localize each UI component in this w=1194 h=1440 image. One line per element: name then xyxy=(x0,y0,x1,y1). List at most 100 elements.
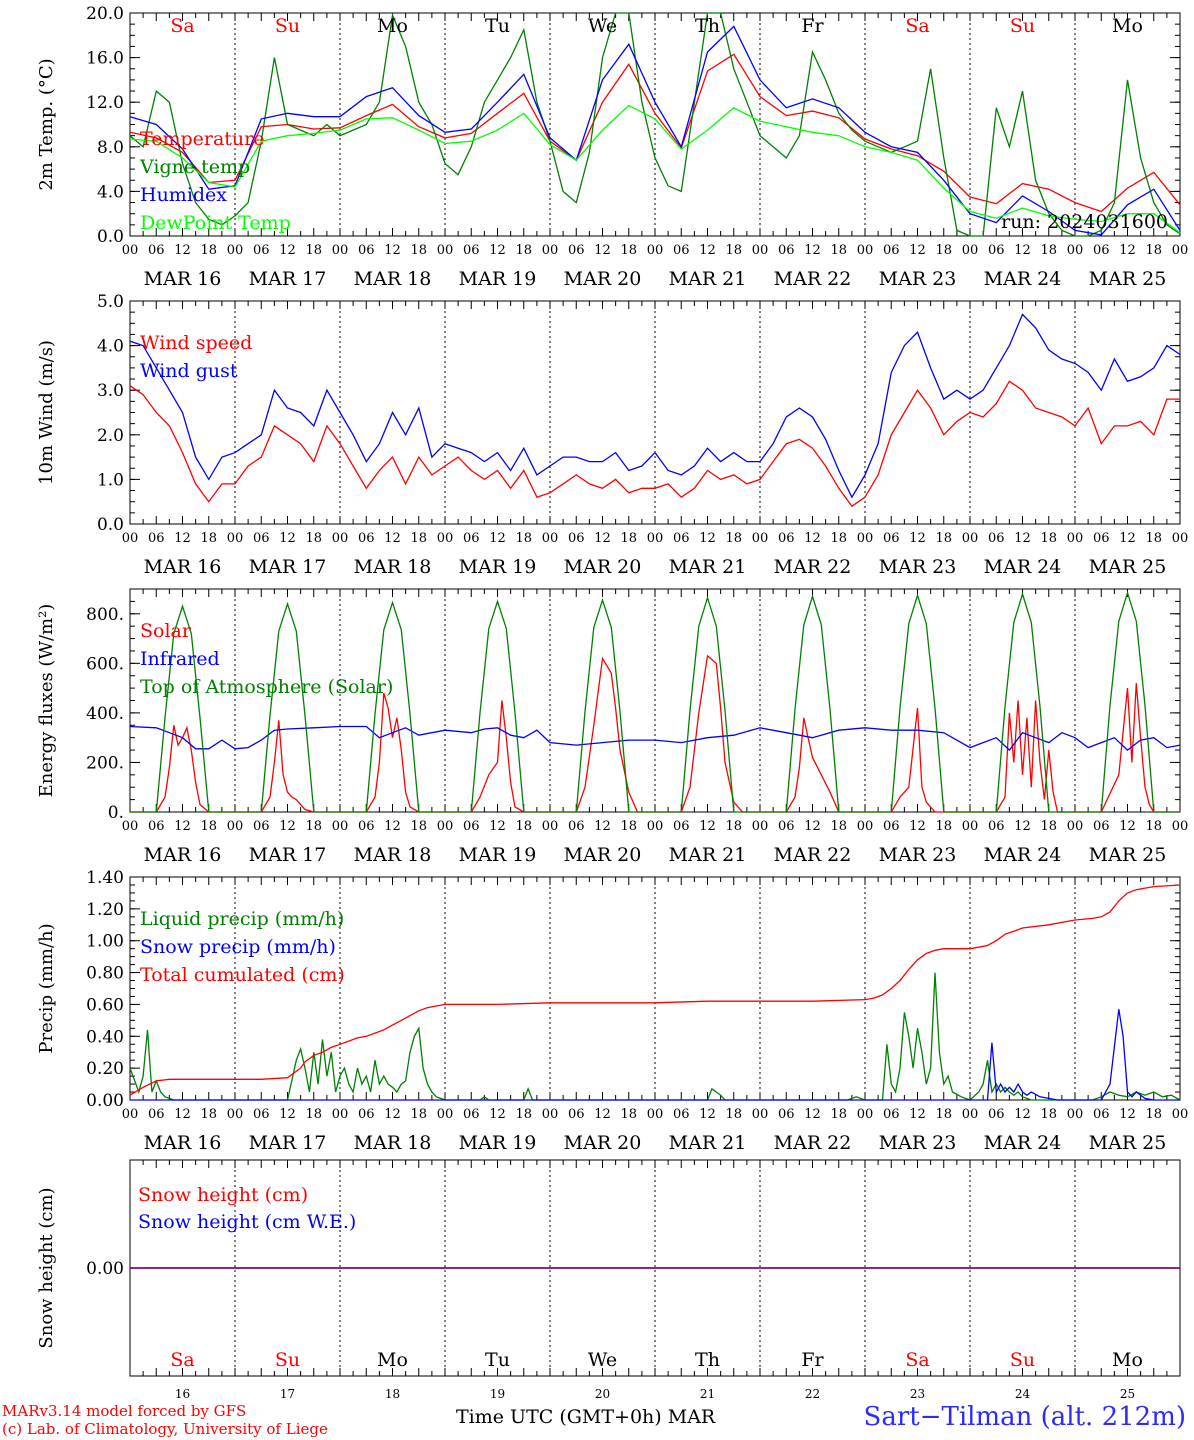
x-date-label: MAR 18 xyxy=(354,844,432,866)
series-line xyxy=(129,725,1181,752)
x-hour-label: 06 xyxy=(988,1107,1005,1122)
x-hour-label: 06 xyxy=(673,531,690,546)
y-tick-label: 4.0 xyxy=(97,337,124,357)
x-hour-label: 00 xyxy=(752,819,769,834)
x-hour-label: 12 xyxy=(1014,243,1031,258)
y-tick-label: 0.20 xyxy=(86,1059,124,1079)
legend-entry: Snow precip (mm/h) xyxy=(140,936,336,958)
x-hour-label: 00 xyxy=(227,1107,244,1122)
x-hour-label: 18 xyxy=(410,531,427,546)
x-hour-label: 18 xyxy=(410,1107,427,1122)
x-hour-label: 18 xyxy=(830,243,847,258)
x-hour-label: 00 xyxy=(1172,819,1189,834)
y-tick-label: 1.0 xyxy=(97,470,124,490)
x-date-label: MAR 18 xyxy=(354,556,432,578)
x-hour-label: 12 xyxy=(384,243,401,258)
series-line xyxy=(129,12,1181,237)
x-hour-label: 06 xyxy=(1093,531,1110,546)
x-hour-label: 18 xyxy=(1040,243,1057,258)
x-hour-label: 00 xyxy=(1172,243,1189,258)
x-hour-label: 18 xyxy=(515,243,532,258)
x-date-label: MAR 16 xyxy=(144,844,222,866)
x-hour-label: 18 xyxy=(935,819,952,834)
legend-entry: Wind gust xyxy=(140,360,238,382)
x-date-label: MAR 23 xyxy=(879,1132,957,1154)
y-axis-label: Precip (mm/h) xyxy=(36,923,57,1053)
y-tick-label: 2.0 xyxy=(97,426,124,446)
y-tick-label: 5.0 xyxy=(97,292,124,312)
legend-entry: Top of Atmosphere (Solar) xyxy=(140,676,393,698)
legend-entry: Temperature xyxy=(140,128,264,150)
x-hour-label: 18 xyxy=(935,1107,952,1122)
x-hour-label: 12 xyxy=(699,243,716,258)
x-date-label: MAR 16 xyxy=(144,556,222,578)
x-date-label: MAR 17 xyxy=(249,844,327,866)
weekday-label: We xyxy=(588,1349,617,1371)
x-hour-label: 12 xyxy=(804,1107,821,1122)
x-hour-label: 12 xyxy=(594,1107,611,1122)
x-hour-label: 18 xyxy=(515,819,532,834)
x-hour-label: 12 xyxy=(384,531,401,546)
panel-5: 0.00 Snow height (cm) Snow height (cm) Snow… xyxy=(36,1159,1181,1377)
x-hour-label: 00 xyxy=(752,1107,769,1122)
x-hour-label: 00 xyxy=(227,243,244,258)
x-date-label: MAR 23 xyxy=(879,844,957,866)
y-tick-label: 0.60 xyxy=(86,995,124,1015)
x-hour-label: 06 xyxy=(148,531,165,546)
x-date-label: MAR 16 xyxy=(144,1132,222,1154)
x-hour-label: 18 xyxy=(1040,531,1057,546)
x-hour-label: 00 xyxy=(1067,531,1084,546)
x-date-label: MAR 17 xyxy=(249,1132,327,1154)
weekday-label: Sa xyxy=(905,15,929,37)
x-hour-label: 12 xyxy=(594,243,611,258)
x-hour-label: 00 xyxy=(332,531,349,546)
series-line xyxy=(129,313,1181,499)
x-hour-label: 00 xyxy=(962,819,979,834)
x-hour-label: 06 xyxy=(883,243,900,258)
x-date-label: MAR 25 xyxy=(1089,844,1167,866)
x-hour-label: 06 xyxy=(253,1107,270,1122)
legend-entry: Liquid precip (mm/h) xyxy=(140,908,344,930)
y-tick-label: 16.0 xyxy=(86,49,124,69)
y-tick-label: 4.0 xyxy=(97,182,124,202)
legend-entry: DewPoint Temp xyxy=(140,212,291,234)
x-hour-label: 18 xyxy=(305,243,322,258)
legend-entry: Snow height (cm) xyxy=(138,1184,308,1206)
y-tick-label: 0. xyxy=(108,803,124,823)
model-credit: MARv3.14 model forced by GFS xyxy=(2,1402,247,1420)
x-hour-label: 00 xyxy=(227,531,244,546)
x-hour-label: 18 xyxy=(305,819,322,834)
run-label: run: 2024031600 xyxy=(1001,211,1168,233)
x-hour-label: 00 xyxy=(542,531,559,546)
x-hour-label: 00 xyxy=(1172,531,1189,546)
x-hour-label: 06 xyxy=(463,819,480,834)
x-hour-label: 06 xyxy=(883,1107,900,1122)
x-hour-label: 12 xyxy=(489,819,506,834)
x-date-label: MAR 25 xyxy=(1089,556,1167,578)
x-hour-label: 06 xyxy=(358,243,375,258)
x-hour-label: 18 xyxy=(830,531,847,546)
panel-1: 0.0 4.0 8.0 12.0 16.0 20.0 2m Temp. (°C) Temper… xyxy=(36,4,1188,290)
station-label: Sart−Tilman (alt. 212m) xyxy=(863,1402,1186,1432)
x-hour-label: 12 xyxy=(594,819,611,834)
y-tick-label: 600. xyxy=(86,654,124,674)
x-hour-label: 00 xyxy=(1067,1107,1084,1122)
panel-4: 0.00 0.20 0.40 0.60 0.80 1.00 1.20 1.40 Precip (… xyxy=(36,868,1188,1154)
x-date-label: MAR 21 xyxy=(669,556,747,578)
time-axis-title: Time UTC (GMT+0h) MAR xyxy=(456,1406,715,1428)
weekday-label: Su xyxy=(275,15,300,37)
x-date-label: MAR 25 xyxy=(1089,268,1167,290)
weekday-label: Th xyxy=(695,15,720,37)
day-number-label: 18 xyxy=(385,1387,400,1401)
x-hour-label: 00 xyxy=(122,1107,139,1122)
x-hour-label: 00 xyxy=(857,243,874,258)
weekday-label: We xyxy=(588,15,617,37)
x-hour-label: 12 xyxy=(384,1107,401,1122)
x-hour-label: 18 xyxy=(410,243,427,258)
weekday-label: Mo xyxy=(377,15,408,37)
x-hour-label: 00 xyxy=(332,819,349,834)
legend-entry: Snow height (cm W.E.) xyxy=(138,1211,356,1233)
weekday-label: Sa xyxy=(170,15,194,37)
x-hour-label: 18 xyxy=(1145,531,1162,546)
